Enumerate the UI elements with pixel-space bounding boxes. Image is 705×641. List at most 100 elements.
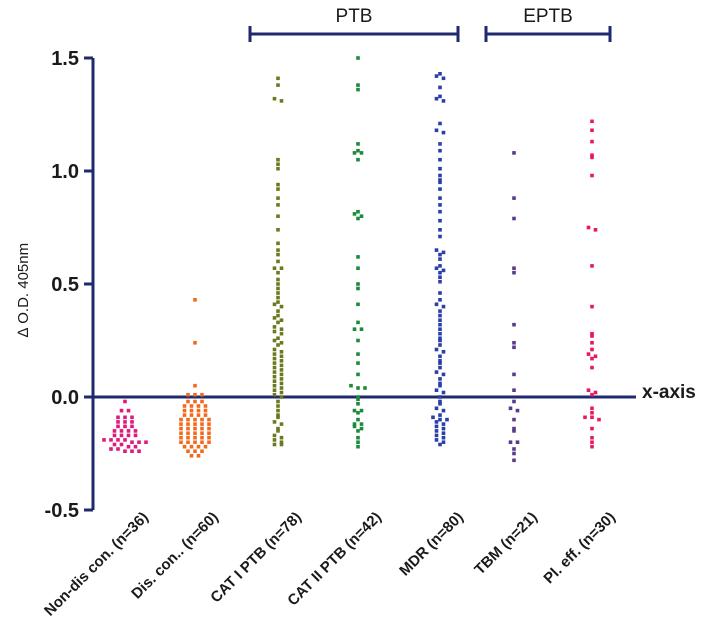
data-point xyxy=(119,442,124,447)
y-tick-label: 1.0 xyxy=(51,161,79,183)
data-point xyxy=(112,433,117,438)
data-point xyxy=(431,415,435,420)
data-point xyxy=(276,300,280,304)
data-point xyxy=(438,359,442,363)
data-point xyxy=(276,426,280,431)
data-point xyxy=(441,99,446,103)
data-point xyxy=(276,309,280,313)
data-point xyxy=(276,404,280,408)
data-point xyxy=(200,449,204,453)
data-point xyxy=(272,361,277,365)
data-point xyxy=(438,94,442,99)
data-point xyxy=(512,196,516,200)
data-point xyxy=(189,413,194,417)
data-point xyxy=(438,279,442,284)
data-point xyxy=(130,440,134,444)
data-point xyxy=(102,438,106,442)
data-point xyxy=(126,408,131,413)
data-point xyxy=(279,354,284,359)
data-point xyxy=(590,415,594,420)
data-point xyxy=(590,406,594,411)
data-point xyxy=(438,157,442,162)
data-point xyxy=(276,196,280,200)
data-point xyxy=(438,148,442,153)
data-point xyxy=(276,203,280,207)
data-point xyxy=(438,209,442,214)
data-point xyxy=(441,372,446,377)
group-label: PTB xyxy=(336,6,373,27)
data-point xyxy=(203,404,208,408)
data-point xyxy=(438,234,442,239)
y-tick-labels: 1.5 1.0 0.5 0.0 -0.5 xyxy=(45,48,79,522)
data-point xyxy=(441,390,446,395)
data-point xyxy=(590,356,594,361)
data-point xyxy=(276,286,280,291)
data-point xyxy=(590,341,594,345)
data-point xyxy=(116,447,120,451)
data-point xyxy=(272,420,277,424)
data-point xyxy=(512,458,516,463)
data-point xyxy=(356,286,360,291)
data-point xyxy=(441,431,446,435)
data-point xyxy=(116,424,120,429)
data-point xyxy=(441,130,446,135)
data-point xyxy=(109,447,113,451)
data-point xyxy=(441,435,446,440)
data-point xyxy=(508,440,513,444)
data-point xyxy=(512,447,516,451)
data-point xyxy=(438,318,442,322)
data-point xyxy=(441,426,446,431)
data-point xyxy=(272,442,277,447)
data-point xyxy=(200,399,204,404)
data-point xyxy=(438,336,442,340)
data-point xyxy=(279,390,284,395)
data-point xyxy=(438,270,442,275)
data-point xyxy=(276,162,280,166)
data-point xyxy=(196,408,201,413)
data-point xyxy=(200,440,204,444)
data-point xyxy=(200,417,204,422)
data-point xyxy=(279,327,284,331)
data-point xyxy=(276,166,280,171)
data-point xyxy=(186,431,190,435)
data-point xyxy=(590,155,594,160)
data-point xyxy=(434,128,439,133)
data-point xyxy=(276,252,280,257)
data-point xyxy=(276,270,280,275)
data-point xyxy=(200,426,204,431)
data-point xyxy=(359,422,364,426)
data-point xyxy=(276,399,280,404)
data-point xyxy=(363,386,367,390)
data-point xyxy=(276,83,280,87)
data-point xyxy=(179,431,183,435)
data-point xyxy=(276,415,280,420)
data-point xyxy=(279,372,284,377)
data-point xyxy=(133,444,138,449)
data-point xyxy=(356,266,360,270)
data-point xyxy=(112,442,117,447)
data-point xyxy=(200,392,204,397)
data-point xyxy=(182,413,187,417)
data-point xyxy=(276,343,280,347)
data-point xyxy=(356,338,360,343)
data-point xyxy=(438,228,442,232)
data-point xyxy=(272,325,277,329)
data-point xyxy=(276,157,280,162)
data-point xyxy=(179,435,183,440)
data-point xyxy=(359,151,364,155)
data-point xyxy=(590,128,594,133)
data-point xyxy=(272,96,277,101)
data-point xyxy=(438,377,442,381)
data-point xyxy=(276,295,280,300)
data-point xyxy=(137,449,141,453)
data-point xyxy=(590,435,594,440)
data-point xyxy=(276,259,280,264)
data-point xyxy=(203,408,208,413)
data-point xyxy=(590,426,594,431)
data-point xyxy=(590,440,594,444)
data-point xyxy=(276,336,280,340)
data-point xyxy=(438,196,442,200)
data-point xyxy=(356,302,360,307)
data-point xyxy=(276,413,280,417)
